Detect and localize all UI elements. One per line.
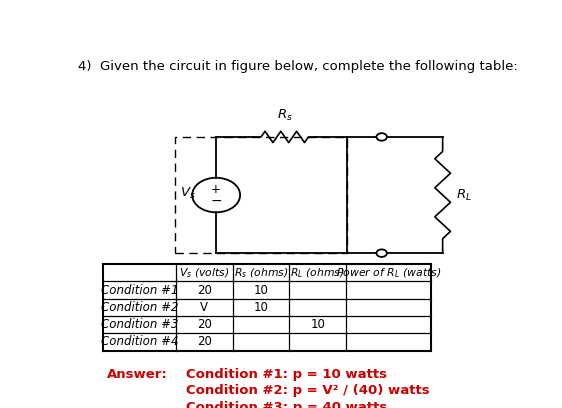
- Text: 20: 20: [197, 335, 212, 348]
- Text: Condition #3: Condition #3: [101, 318, 178, 331]
- Text: Condition #2: Condition #2: [101, 301, 178, 314]
- Text: $V_s$: $V_s$: [180, 186, 196, 201]
- Text: 10: 10: [310, 318, 325, 331]
- Text: Power of $R_L$ (watts): Power of $R_L$ (watts): [336, 266, 441, 279]
- Text: V: V: [201, 301, 209, 314]
- Text: 4)  Given the circuit in figure below, complete the following table:: 4) Given the circuit in figure below, co…: [78, 60, 518, 73]
- Text: Condition #1: Condition #1: [101, 284, 178, 297]
- Text: Condition #2: p = V² / (40) watts: Condition #2: p = V² / (40) watts: [185, 384, 429, 397]
- Text: $R_s$: $R_s$: [277, 108, 293, 123]
- Text: Condition #3: p = 40 watts: Condition #3: p = 40 watts: [185, 401, 387, 408]
- Circle shape: [377, 249, 387, 257]
- Text: 20: 20: [197, 284, 212, 297]
- Text: 10: 10: [253, 301, 269, 314]
- Text: −: −: [210, 194, 222, 208]
- Text: 10: 10: [253, 284, 269, 297]
- Text: $R_L$ (ohms): $R_L$ (ohms): [290, 266, 345, 279]
- Text: Condition #1: p = 10 watts: Condition #1: p = 10 watts: [185, 368, 387, 381]
- Text: Answer:: Answer:: [107, 368, 168, 381]
- Text: $V_s$ (volts): $V_s$ (volts): [179, 266, 230, 279]
- Text: $R_L$: $R_L$: [456, 188, 472, 203]
- Text: $R_s$ (ohms): $R_s$ (ohms): [234, 266, 288, 279]
- Text: 20: 20: [197, 318, 212, 331]
- Text: +: +: [211, 183, 221, 196]
- Text: Condition #4: Condition #4: [101, 335, 178, 348]
- Circle shape: [377, 133, 387, 141]
